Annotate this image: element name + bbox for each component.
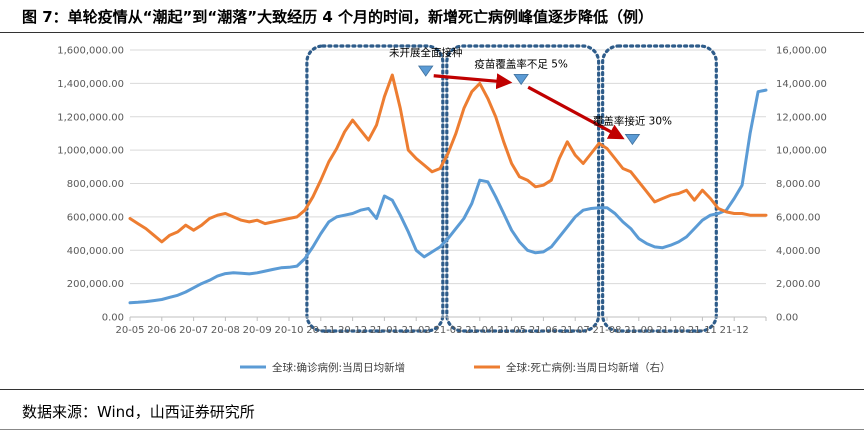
data-source: 数据来源：Wind，山西证券研究所	[22, 403, 255, 421]
peak-marker	[417, 65, 434, 77]
x-tick-label: 21-05	[497, 325, 526, 336]
x-tick-label: 21-10	[656, 325, 685, 336]
y-tick-label-right: 2,000.00	[776, 279, 821, 290]
y-tick-label-left: 1,200,000.00	[57, 112, 124, 123]
annotation-label: 疫苗覆盖率不足 5%	[474, 57, 568, 70]
y-tick-label-right: 10,000.00	[776, 146, 827, 157]
y-tick-label-left: 400,000.00	[67, 246, 124, 257]
period-boxes	[305, 44, 718, 333]
x-tick-label: 20-06	[147, 325, 176, 336]
x-tick-label: 20-09	[243, 325, 272, 336]
trend-arrow	[433, 73, 513, 90]
period-box	[445, 44, 601, 333]
trend-arrows	[433, 73, 625, 140]
x-tick-label: 21-07	[561, 325, 590, 336]
x-tick-label: 21-09	[624, 325, 653, 336]
y-tick-label-left: 0.00	[102, 313, 124, 324]
peak-marker	[624, 134, 641, 146]
trend-arrow	[527, 85, 625, 140]
x-tick-label: 21-12	[720, 325, 749, 336]
y-tick-label-right: 0.00	[776, 313, 798, 324]
x-tick-label: 20-05	[115, 325, 144, 336]
series-line-cases	[128, 88, 768, 305]
legend-label: 全球:死亡病例:当周日均新增（右）	[506, 361, 671, 374]
x-tick-label: 21-04	[465, 325, 494, 336]
peak-markers	[417, 65, 641, 146]
y-tick-label-left: 1,400,000.00	[57, 79, 124, 90]
y-tick-label-right: 6,000.00	[776, 212, 821, 223]
series-line-deaths	[128, 73, 768, 244]
y-tick-label-left: 800,000.00	[67, 179, 124, 190]
y-tick-label-right: 8,000.00	[776, 179, 821, 190]
x-tick-label: 21-08	[592, 325, 621, 336]
x-tick-label: 21-02	[402, 325, 431, 336]
y-tick-label-right: 16,000.00	[776, 46, 827, 57]
x-tick-label: 21-03	[433, 325, 462, 336]
axes: 0.00 0.00 200,000.00 2,000.00 400,000.00 4,00…	[57, 46, 827, 337]
bottom-divider	[0, 429, 864, 430]
y-tick-label-left: 1,000,000.00	[57, 146, 124, 157]
y-tick-label-right: 12,000.00	[776, 112, 827, 123]
x-tick-label: 20-11	[306, 325, 335, 336]
x-tick-label: 20-07	[179, 325, 208, 336]
series-lines	[128, 73, 768, 305]
figure-title-bar: 图 7：单轮疫情从“潮起”到“潮落”大致经历 4 个月的时间，新增死亡病例峰值逐…	[0, 0, 864, 33]
y-tick-label-right: 4,000.00	[776, 246, 821, 257]
chart-container: 未开展全面接种 疫苗覆盖率不足 5% 覆盖率接近 30% 0.00 0.00 200,0…	[0, 34, 864, 390]
x-tick-label: 21-11	[688, 325, 717, 336]
x-tick-label: 20-08	[211, 325, 240, 336]
y-tick-label-left: 600,000.00	[67, 212, 124, 223]
x-tick-label: 20-10	[274, 325, 303, 336]
y-tick-label-left: 200,000.00	[67, 279, 124, 290]
x-tick-label: 21-06	[529, 325, 558, 336]
y-tick-label-right: 14,000.00	[776, 79, 827, 90]
period-box	[601, 44, 718, 333]
y-tick-label-left: 1,600,000.00	[57, 46, 124, 57]
peak-marker	[513, 73, 529, 86]
legend-label: 全球:确诊病例:当周日均新增	[272, 361, 405, 374]
legend: 全球:确诊病例:当周日均新增 全球:死亡病例:当周日均新增（右）	[240, 361, 671, 374]
x-tick-label: 20-12	[338, 325, 367, 336]
annotation-label: 覆盖率接近 30%	[593, 114, 672, 127]
annotation-label: 未开展全面接种	[389, 46, 463, 59]
footer: 数据来源：Wind，山西证券研究所	[0, 389, 864, 440]
figure-title: 图 7：单轮疫情从“潮起”到“潮落”大致经历 4 个月的时间，新增死亡病例峰值逐…	[22, 8, 653, 26]
period-box	[305, 44, 445, 333]
x-tick-label: 21-01	[370, 325, 399, 336]
